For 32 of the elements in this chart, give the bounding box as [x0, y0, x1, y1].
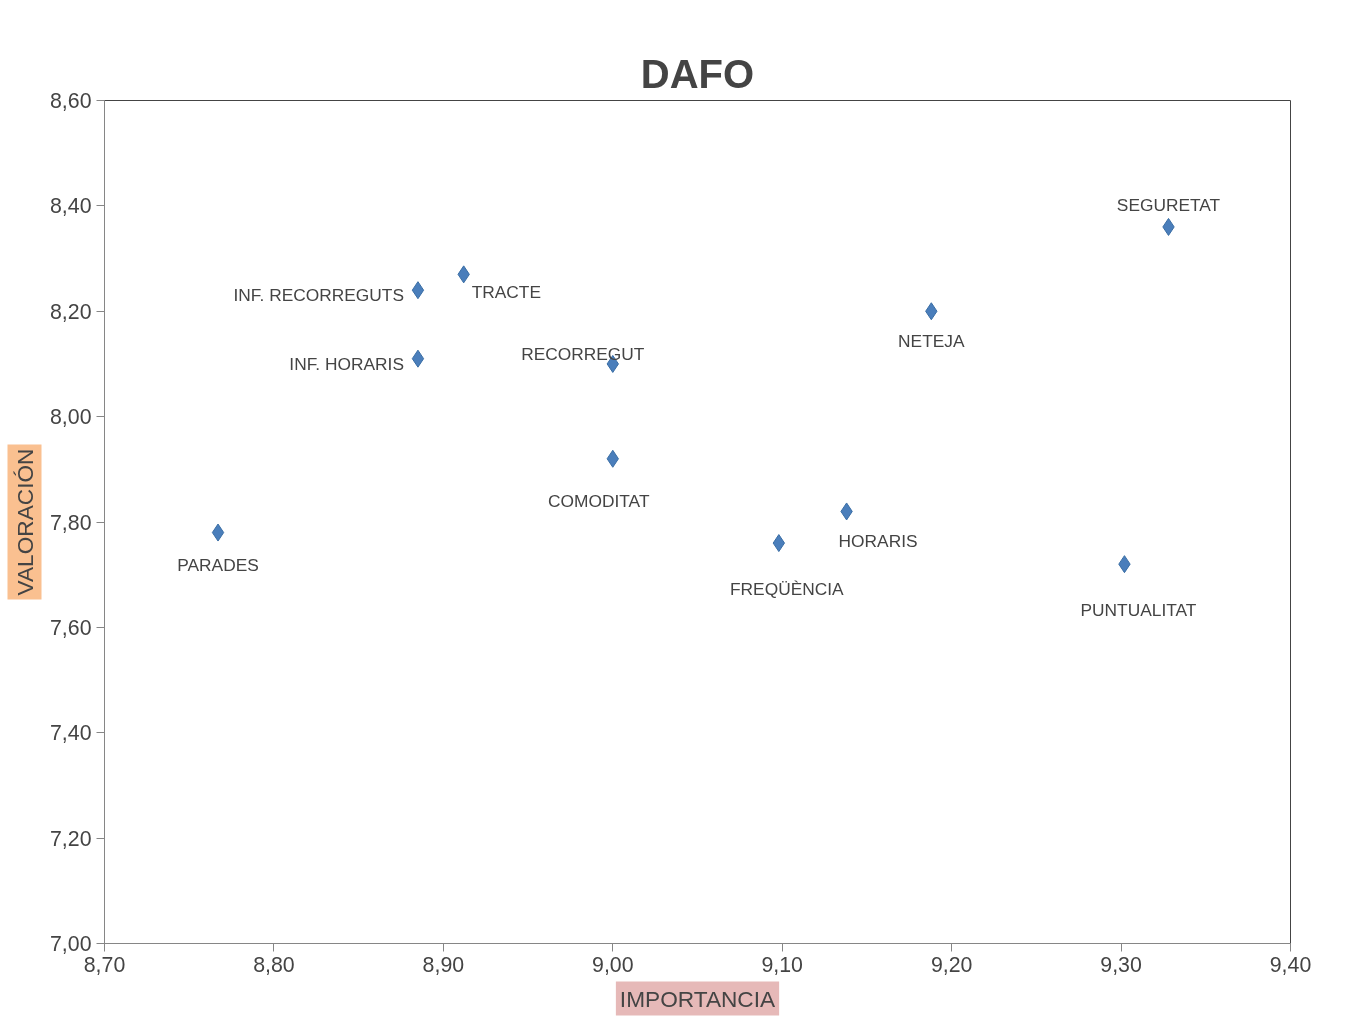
x-tick-label: 8,90 [422, 952, 465, 977]
x-tick-label: 9,20 [930, 952, 973, 977]
y-tick-label: 8,20 [49, 299, 92, 324]
y-tick-label: 7,80 [49, 510, 92, 535]
x-tick-label: 9,30 [1100, 952, 1142, 977]
point [411, 281, 425, 300]
point [211, 523, 225, 542]
x-tick-label: 9,10 [761, 952, 804, 977]
point [411, 349, 425, 368]
y-tick-label: 8,60 [49, 89, 92, 113]
annotation: RECORREGUT [521, 343, 645, 364]
annotation: COMODITAT [548, 490, 650, 511]
x-axis-title: IMPORTANCIA [619, 985, 777, 1012]
chart-title: DAFO [640, 51, 755, 96]
annotation: NETEJA [898, 331, 965, 352]
x-tick-label: 8,80 [253, 952, 295, 977]
annotation: TRACTE [471, 282, 542, 303]
annotation: PUNTUALITAT [1080, 600, 1197, 621]
annotation: INF. RECORREGUTS [233, 285, 404, 306]
annotation: PARADES [177, 554, 259, 575]
x-tick-label: 9,40 [1269, 952, 1312, 977]
annotation: HORARIS [838, 531, 918, 552]
y-tick-label: 8,00 [49, 405, 92, 430]
x-tick-label: 9,00 [592, 952, 634, 977]
annotation: INF. HORARIS [289, 353, 404, 374]
y-tick-label: 8,40 [49, 194, 92, 219]
y-tick-label: 7,60 [49, 615, 92, 640]
annotation: FREQÜÈNCIA [730, 579, 845, 600]
annotation: SEGURETAT [1116, 194, 1221, 215]
y-tick-label: 7,20 [49, 826, 92, 851]
y-axis-title: VALORACIÓN [11, 448, 38, 596]
y-tick-label: 7,40 [49, 721, 92, 746]
